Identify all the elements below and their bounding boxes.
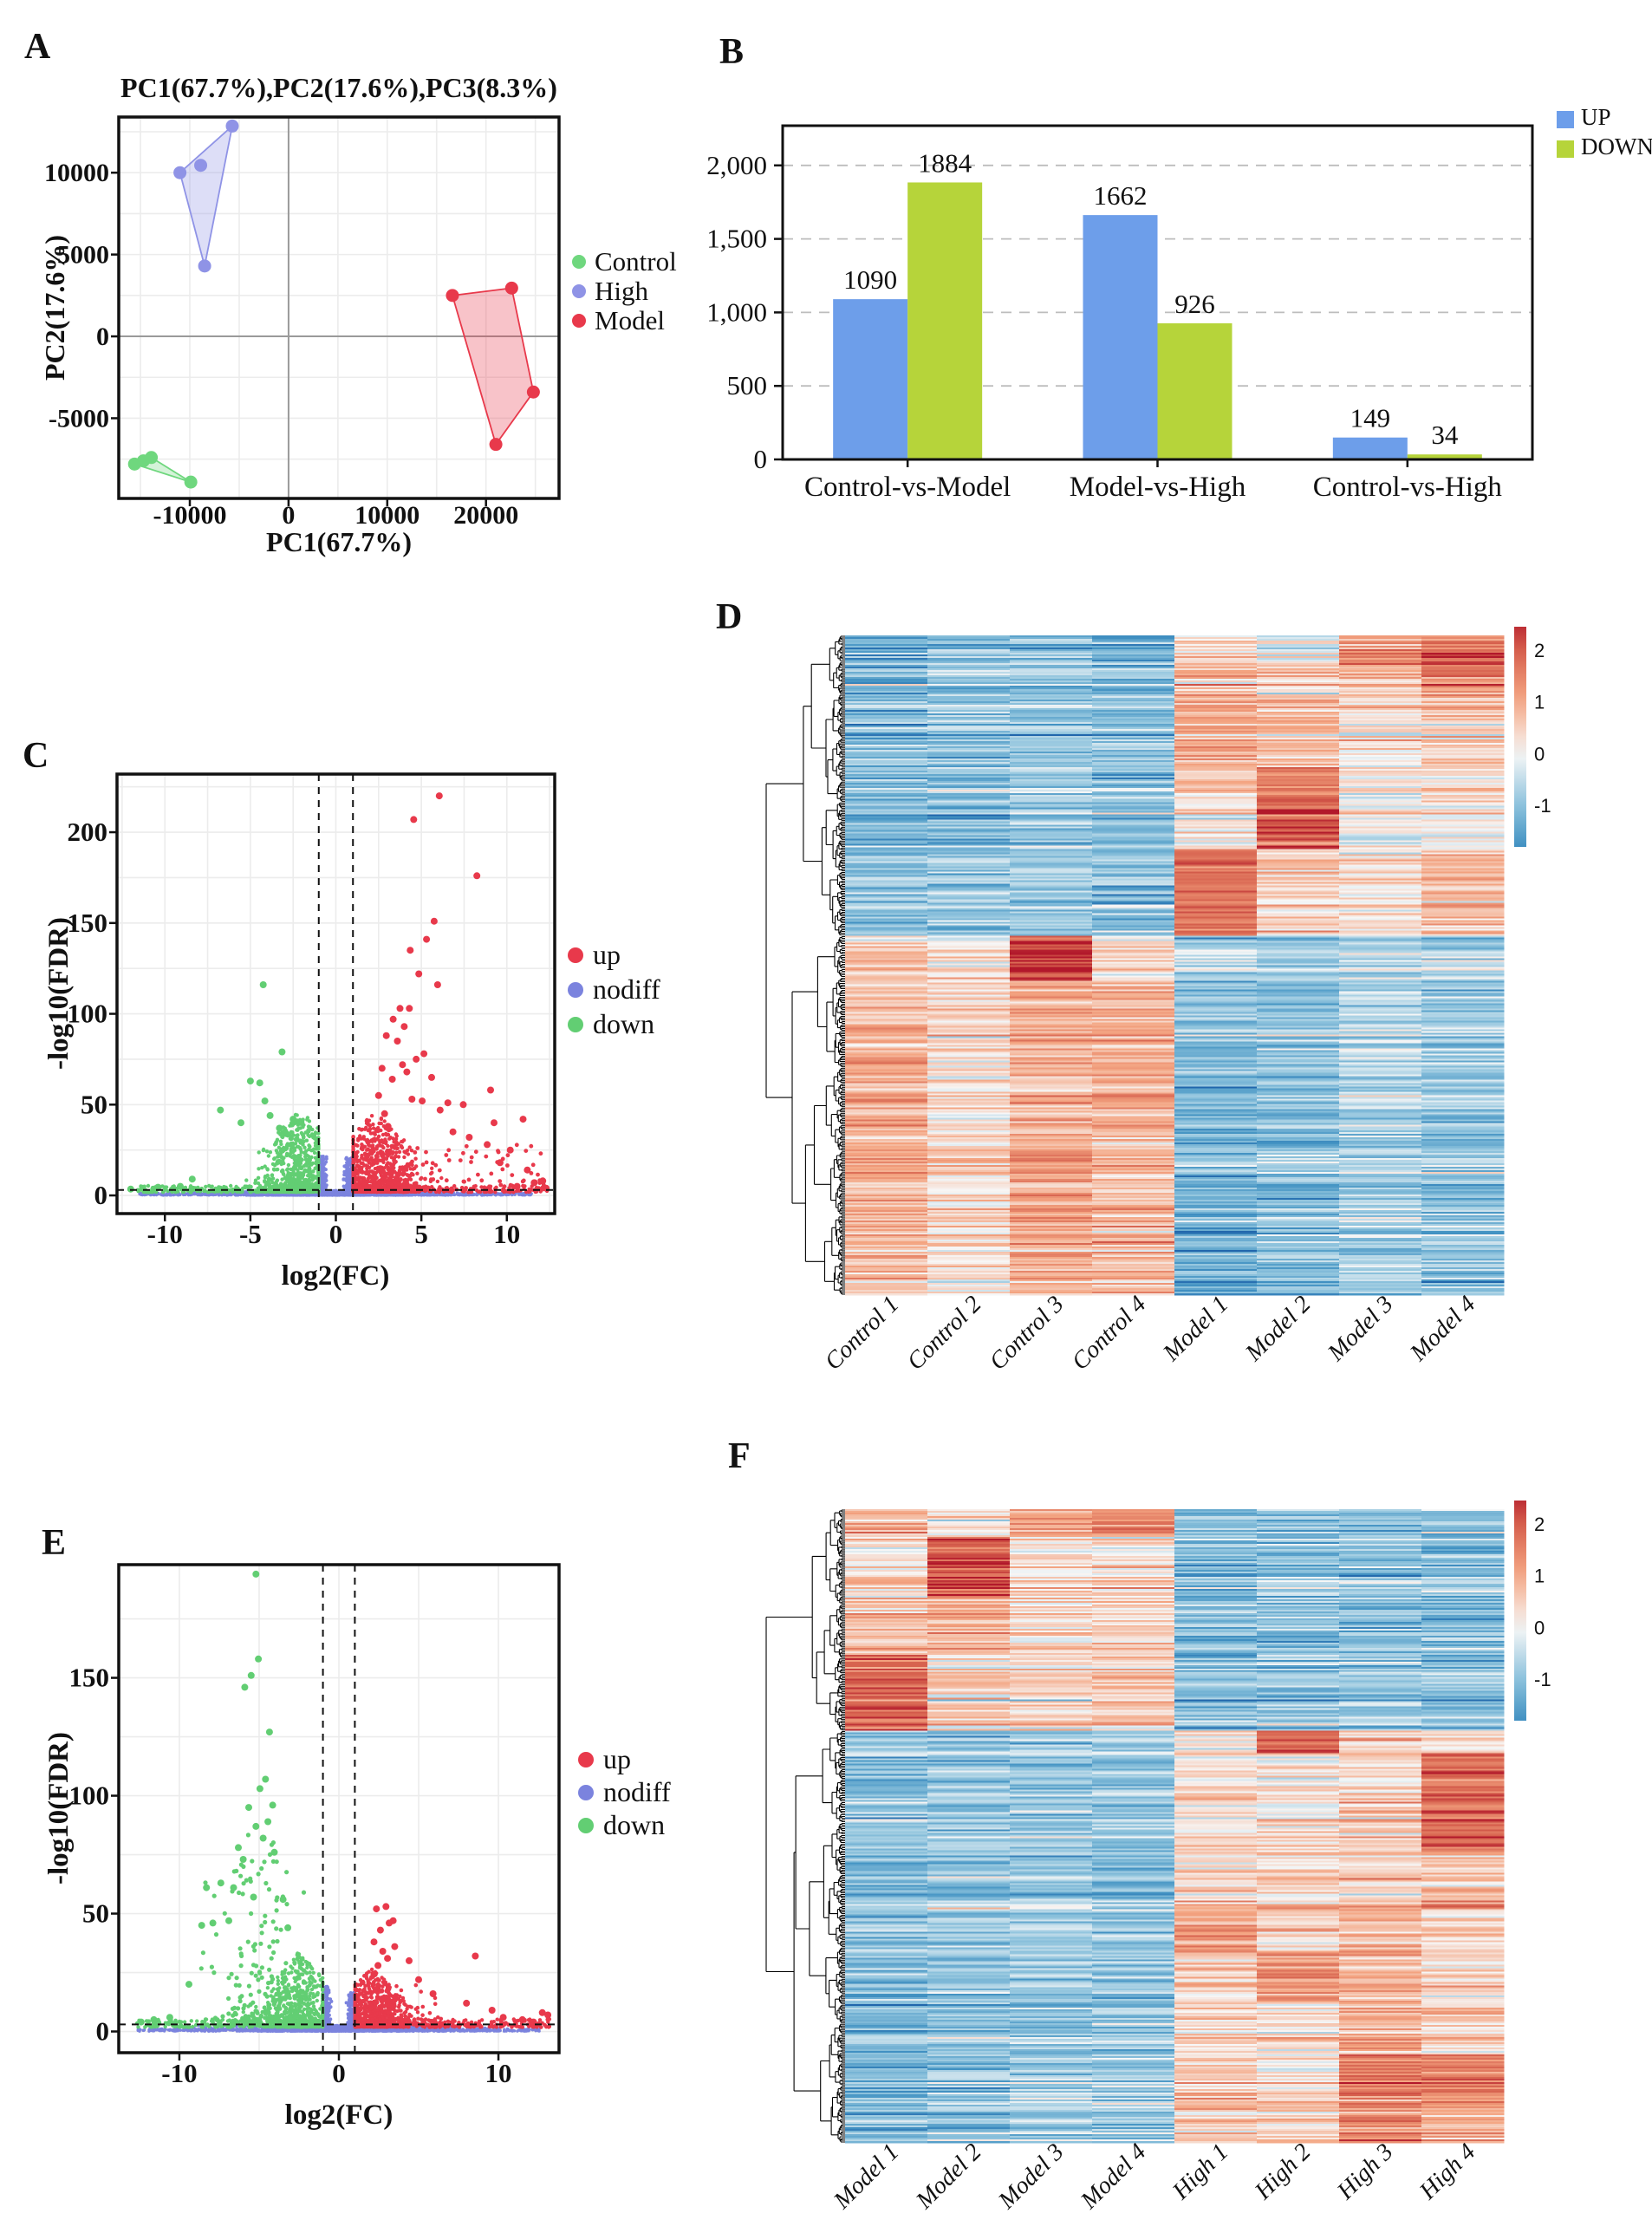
svg-text:PC1(67.7%),PC2(17.6%),PC3(8.3%: PC1(67.7%),PC2(17.6%),PC3(8.3%) [120,72,557,103]
svg-text:Control-vs-Model: Control-vs-Model [804,472,1011,503]
panel-a-letter: A [24,27,51,67]
svg-text:0: 0 [96,322,109,351]
svg-text:1884: 1884 [918,147,972,178]
svg-text:High: High [595,276,649,306]
panel-c-volcano-plot: -10 -5 0 5 10050100150200log2(FC)-log10(FDR)… [43,772,660,1292]
svg-text:500: 500 [727,370,768,400]
svg-text:10000: 10000 [354,501,420,530]
svg-text:926: 926 [1174,289,1215,319]
svg-text:Control: Control [595,246,677,277]
svg-text:10000: 10000 [44,159,109,187]
svg-text:149: 149 [1350,403,1391,433]
svg-text:1,000: 1,000 [706,296,767,327]
svg-text:Model-vs-High: Model-vs-High [1070,472,1246,503]
panel-d-letter: D [716,597,743,637]
panel-b-deg-barchart: 0 500 1,000 1,500 2,000 Control-vs-Model 1090 1… [706,104,1652,503]
svg-text:1090: 1090 [843,264,897,295]
svg-text:2,000: 2,000 [706,150,767,180]
svg-text:PC2(17.6%): PC2(17.6%) [39,235,70,381]
svg-text:-5: -5 [239,1219,262,1249]
svg-text:Control-vs-High: Control-vs-High [1313,472,1503,503]
svg-text:PC1(67.7%): PC1(67.7%) [266,526,412,557]
svg-text:-5000: -5000 [49,404,109,433]
svg-text:-10: -10 [147,1219,183,1249]
svg-text:1662: 1662 [1094,180,1148,211]
svg-text:UP: UP [1581,104,1611,130]
panel-a-pca-scatter: -10000 0 10000 20000-50000500010000PC1(67.7… [39,72,677,557]
svg-text:34: 34 [1431,420,1459,450]
svg-text:0: 0 [282,501,295,530]
svg-text:20000: 20000 [453,501,518,530]
svg-text:0: 0 [754,444,768,474]
panel-c-letter: C [23,736,49,776]
svg-text:Model: Model [595,305,665,335]
panel-e-letter: E [42,1523,67,1563]
panel-b-letter: B [719,32,745,72]
svg-text:-10000: -10000 [153,501,227,530]
panel-f-letter: F [728,1436,751,1476]
svg-text:DOWN: DOWN [1581,133,1652,160]
svg-text:1,500: 1,500 [706,224,767,254]
panel-f-heatmap: Model 1 Model 2 Model 3 Model 4 High 1 High 2… [765,1501,1551,2215]
svg-text:5000: 5000 [57,241,109,270]
